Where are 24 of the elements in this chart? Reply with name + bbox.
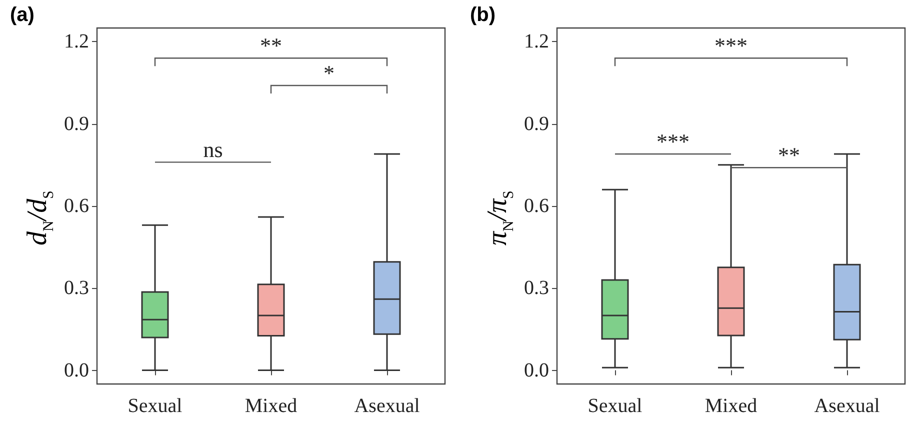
annotation: ***	[656, 128, 690, 154]
y-tick-label: 0.3	[64, 277, 89, 300]
x-tick-label: Sexual	[588, 395, 643, 417]
y-tick-label: 0.3	[524, 277, 549, 300]
annotation: ns	[203, 137, 223, 162]
chart-title: (a)	[10, 4, 34, 27]
annotation: *	[324, 60, 334, 86]
annotation: ***	[714, 33, 748, 58]
x-tick-label: Asexual	[354, 395, 420, 417]
y-tick-label: 0.9	[64, 112, 89, 135]
y-tick-label: 1.2	[64, 30, 89, 53]
y-tick-label: 0.6	[524, 195, 549, 217]
annotation: **	[778, 142, 800, 168]
x-tick-label: Asexual	[814, 395, 880, 417]
y-tick-label: 0.0	[64, 359, 89, 382]
y-tick-label: 0.9	[524, 112, 549, 135]
x-tick-label: Mixed	[244, 395, 298, 417]
chart-title: (b)	[470, 4, 496, 27]
y-tick-label: 0.0	[524, 359, 549, 382]
x-tick-label: Mixed	[704, 395, 758, 417]
y-tick-label: 0.6	[64, 195, 89, 217]
y-tick-label: 1.2	[524, 30, 549, 53]
annotation: **	[260, 33, 282, 58]
x-tick-label: Sexual	[128, 395, 183, 417]
